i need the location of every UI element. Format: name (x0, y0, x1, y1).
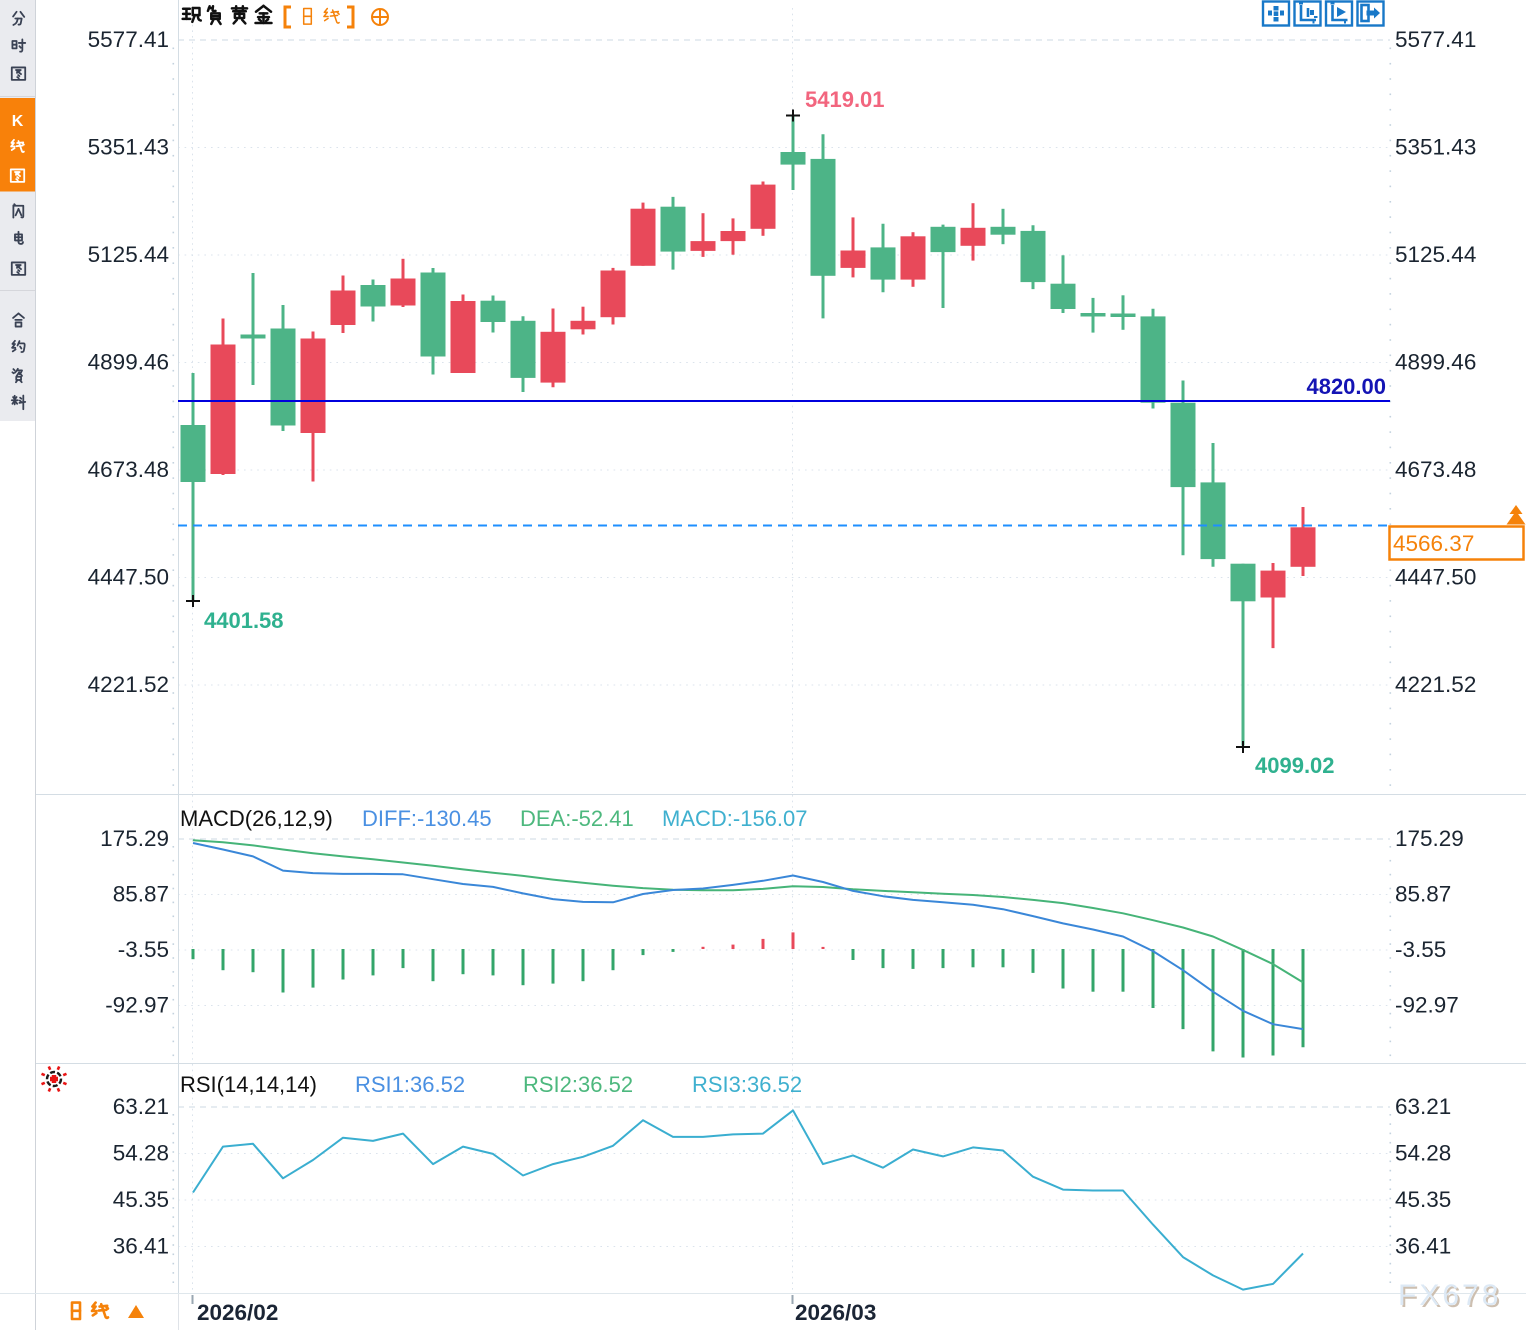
svg-text:5577.41: 5577.41 (1395, 27, 1476, 52)
svg-text:5125.44: 5125.44 (88, 242, 169, 267)
svg-text:5577.41: 5577.41 (88, 27, 169, 52)
svg-text:4447.50: 4447.50 (1395, 565, 1476, 590)
svg-text:K: K (12, 113, 24, 130)
svg-text:5351.43: 5351.43 (1395, 135, 1476, 160)
svg-text:4673.48: 4673.48 (1395, 457, 1476, 482)
svg-text:4447.50: 4447.50 (88, 565, 169, 590)
svg-text:MACD:-156.07: MACD:-156.07 (662, 806, 808, 831)
svg-text:4401.58: 4401.58 (204, 608, 284, 633)
svg-text:DEA:-52.41: DEA:-52.41 (520, 806, 634, 831)
svg-text:FX678: FX678 (1400, 1281, 1503, 1314)
svg-text:DIFF:-130.45: DIFF:-130.45 (362, 806, 492, 831)
svg-text:-3.55: -3.55 (118, 937, 169, 962)
svg-text:5351.43: 5351.43 (88, 135, 169, 160)
svg-text:36.41: 36.41 (1395, 1234, 1451, 1259)
svg-text:5419.01: 5419.01 (805, 87, 885, 112)
svg-text:4899.46: 4899.46 (88, 350, 169, 375)
svg-text:4566.37: 4566.37 (1393, 531, 1474, 556)
svg-text:-3.55: -3.55 (1395, 937, 1446, 962)
svg-text:4221.52: 4221.52 (88, 672, 169, 697)
svg-text:RSI(14,14,14): RSI(14,14,14) (180, 1072, 317, 1097)
svg-text:175.29: 175.29 (1395, 826, 1464, 851)
svg-text:MACD(26,12,9): MACD(26,12,9) (180, 806, 333, 831)
svg-text:4820.00: 4820.00 (1306, 374, 1386, 399)
svg-text:-92.97: -92.97 (105, 993, 169, 1018)
svg-text:2026/02: 2026/02 (197, 1300, 278, 1325)
svg-text:85.87: 85.87 (1395, 882, 1451, 907)
svg-text:63.21: 63.21 (113, 1094, 169, 1119)
svg-text:-92.97: -92.97 (1395, 993, 1459, 1018)
svg-text:175.29: 175.29 (100, 826, 169, 851)
svg-text:4221.52: 4221.52 (1395, 672, 1476, 697)
svg-text:36.41: 36.41 (113, 1234, 169, 1259)
svg-text:RSI2:36.52: RSI2:36.52 (523, 1072, 633, 1097)
svg-text:54.28: 54.28 (113, 1141, 169, 1166)
svg-text:RSI1:36.52: RSI1:36.52 (355, 1072, 465, 1097)
svg-text:FX678: FX678 (1398, 1279, 1501, 1312)
svg-text:5125.44: 5125.44 (1395, 242, 1476, 267)
svg-text:4673.48: 4673.48 (88, 457, 169, 482)
svg-text:54.28: 54.28 (1395, 1141, 1451, 1166)
svg-text:85.87: 85.87 (113, 882, 169, 907)
svg-text:45.35: 45.35 (1395, 1187, 1451, 1212)
svg-text:2026/03: 2026/03 (795, 1300, 876, 1325)
svg-text:4099.02: 4099.02 (1255, 753, 1335, 778)
svg-text:4899.46: 4899.46 (1395, 350, 1476, 375)
svg-text:63.21: 63.21 (1395, 1094, 1451, 1119)
svg-text:45.35: 45.35 (113, 1187, 169, 1212)
svg-text:RSI3:36.52: RSI3:36.52 (692, 1072, 802, 1097)
